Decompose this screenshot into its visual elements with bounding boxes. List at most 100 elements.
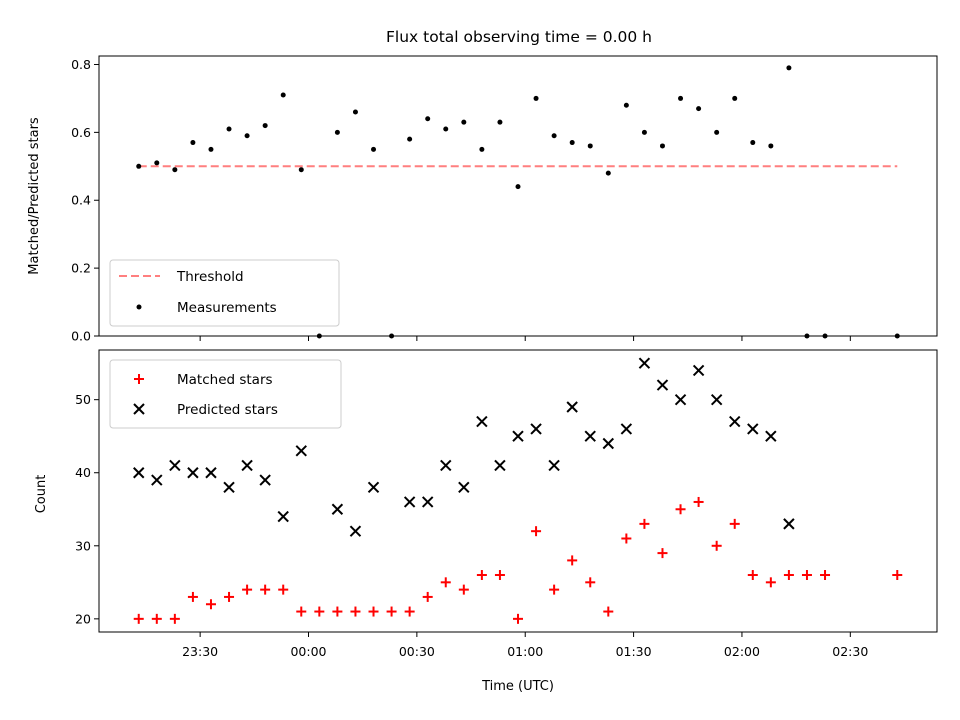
- matched-point: [187, 591, 198, 602]
- predicted-point: [331, 503, 344, 515]
- matched-point: [675, 504, 686, 515]
- predicted-point: [223, 481, 235, 494]
- matched-point: [765, 577, 776, 588]
- bottom-y-tick-label: 30: [75, 538, 91, 553]
- matched-point: [296, 606, 307, 617]
- cross-b: [367, 481, 380, 494]
- matched-point: [801, 570, 812, 581]
- matched-point: [386, 606, 397, 617]
- bottom-axes-frame: [98, 349, 938, 633]
- measurement-point: [425, 116, 431, 122]
- top-y-tick-label: 0.2: [71, 261, 91, 276]
- predicted-point: [403, 496, 416, 508]
- matched-point: [621, 533, 632, 544]
- cross-b: [747, 423, 759, 435]
- predicted-point: [187, 467, 199, 479]
- predicted-point: [566, 401, 578, 413]
- predicted-point: [151, 474, 163, 486]
- cross-b: [259, 474, 271, 486]
- legend-matched-swatch: [134, 374, 144, 384]
- predicted-point: [729, 415, 741, 428]
- matched-point: [404, 606, 415, 617]
- x-tick-label: 00:30: [399, 644, 435, 659]
- measurement-point: [226, 126, 232, 132]
- measurement-point: [768, 143, 774, 149]
- predicted-point: [494, 459, 506, 472]
- legend-matched-label: Matched stars: [177, 372, 273, 388]
- matched-point: [314, 606, 325, 617]
- matched-point: [783, 570, 794, 581]
- cross-b: [548, 459, 560, 472]
- measurement-point: [569, 140, 575, 146]
- matched-point: [440, 577, 451, 588]
- legend-predicted-marker: [133, 403, 145, 415]
- matched-point: [458, 584, 469, 595]
- measurement-point: [551, 133, 557, 139]
- top-panel: 0.00.20.40.60.8 Matched/Predicted stars …: [27, 55, 938, 344]
- matched-point: [476, 570, 487, 581]
- predicted-point: [512, 430, 524, 442]
- measurement-point: [750, 140, 756, 146]
- measurement-point: [208, 146, 214, 152]
- matched-point: [224, 591, 235, 602]
- cross-b: [765, 430, 777, 442]
- predicted-point: [747, 423, 759, 435]
- legend-predicted-swatch: [133, 403, 145, 415]
- cross-b: [187, 467, 199, 479]
- cross-b: [421, 496, 434, 508]
- top-legend: Threshold Measurements: [109, 259, 340, 327]
- bottom-y-ticks: 20 30 40 50: [75, 392, 99, 626]
- measurement-point: [461, 119, 467, 125]
- predicted-point: [584, 430, 596, 442]
- x-tick-label: 00:00: [290, 644, 326, 659]
- bottom-x-ticks: 23:30 00:00 00:30 01:00 01:30 02:00 02:30: [182, 632, 868, 659]
- cross-b: [458, 481, 470, 494]
- matched-point: [693, 496, 704, 507]
- cross-b: [133, 403, 145, 415]
- measurement-point: [479, 146, 485, 152]
- cross-b: [710, 393, 723, 406]
- measurement-point: [605, 170, 611, 176]
- top-measurements: [136, 65, 900, 339]
- matched-point: [711, 540, 722, 551]
- cross-b: [783, 518, 795, 530]
- x-tick-label: 02:30: [832, 644, 868, 659]
- matched-point: [368, 606, 379, 617]
- predicted-point: [783, 518, 795, 530]
- predicted-point: [638, 357, 651, 369]
- measurement-point: [371, 146, 377, 152]
- predicted-point: [169, 459, 181, 472]
- top-y-axis-label: Matched/Predicted stars: [27, 117, 42, 275]
- measurement-point: [696, 106, 702, 112]
- bottom-panel: 20 30 40 50 23:30 00:00 00:30 01:00 01:30 02:00 0…: [34, 349, 938, 694]
- measurement-point: [732, 95, 738, 101]
- matched-point: [242, 584, 253, 595]
- predicted-point: [133, 467, 145, 479]
- predicted-point: [476, 415, 488, 428]
- matched-point: [531, 526, 542, 537]
- top-y-tick-label: 0.4: [71, 193, 91, 208]
- matched-point: [820, 570, 831, 581]
- x-tick-label: 01:30: [616, 644, 652, 659]
- cross-b: [403, 496, 416, 508]
- matched-point: [169, 613, 180, 624]
- legend-predicted-label: Predicted stars: [177, 402, 278, 418]
- measurement-point: [154, 160, 160, 166]
- cross-b: [602, 437, 615, 450]
- x-tick-label: 23:30: [182, 644, 218, 659]
- matched-point: [603, 606, 614, 617]
- legend-measurements-swatch: [136, 304, 142, 310]
- cross-b: [674, 393, 687, 406]
- predicted-point: [530, 423, 542, 435]
- top-x-ticks: [199, 336, 851, 341]
- matched-point: [205, 599, 216, 610]
- cross-b: [349, 525, 362, 537]
- cross-b: [241, 459, 253, 472]
- measurement-point: [136, 163, 142, 169]
- cross-b: [512, 430, 524, 442]
- matched-point: [133, 613, 144, 624]
- matched-point: [332, 606, 343, 617]
- legend-matched-marker: [134, 374, 144, 384]
- cross-b: [151, 474, 163, 486]
